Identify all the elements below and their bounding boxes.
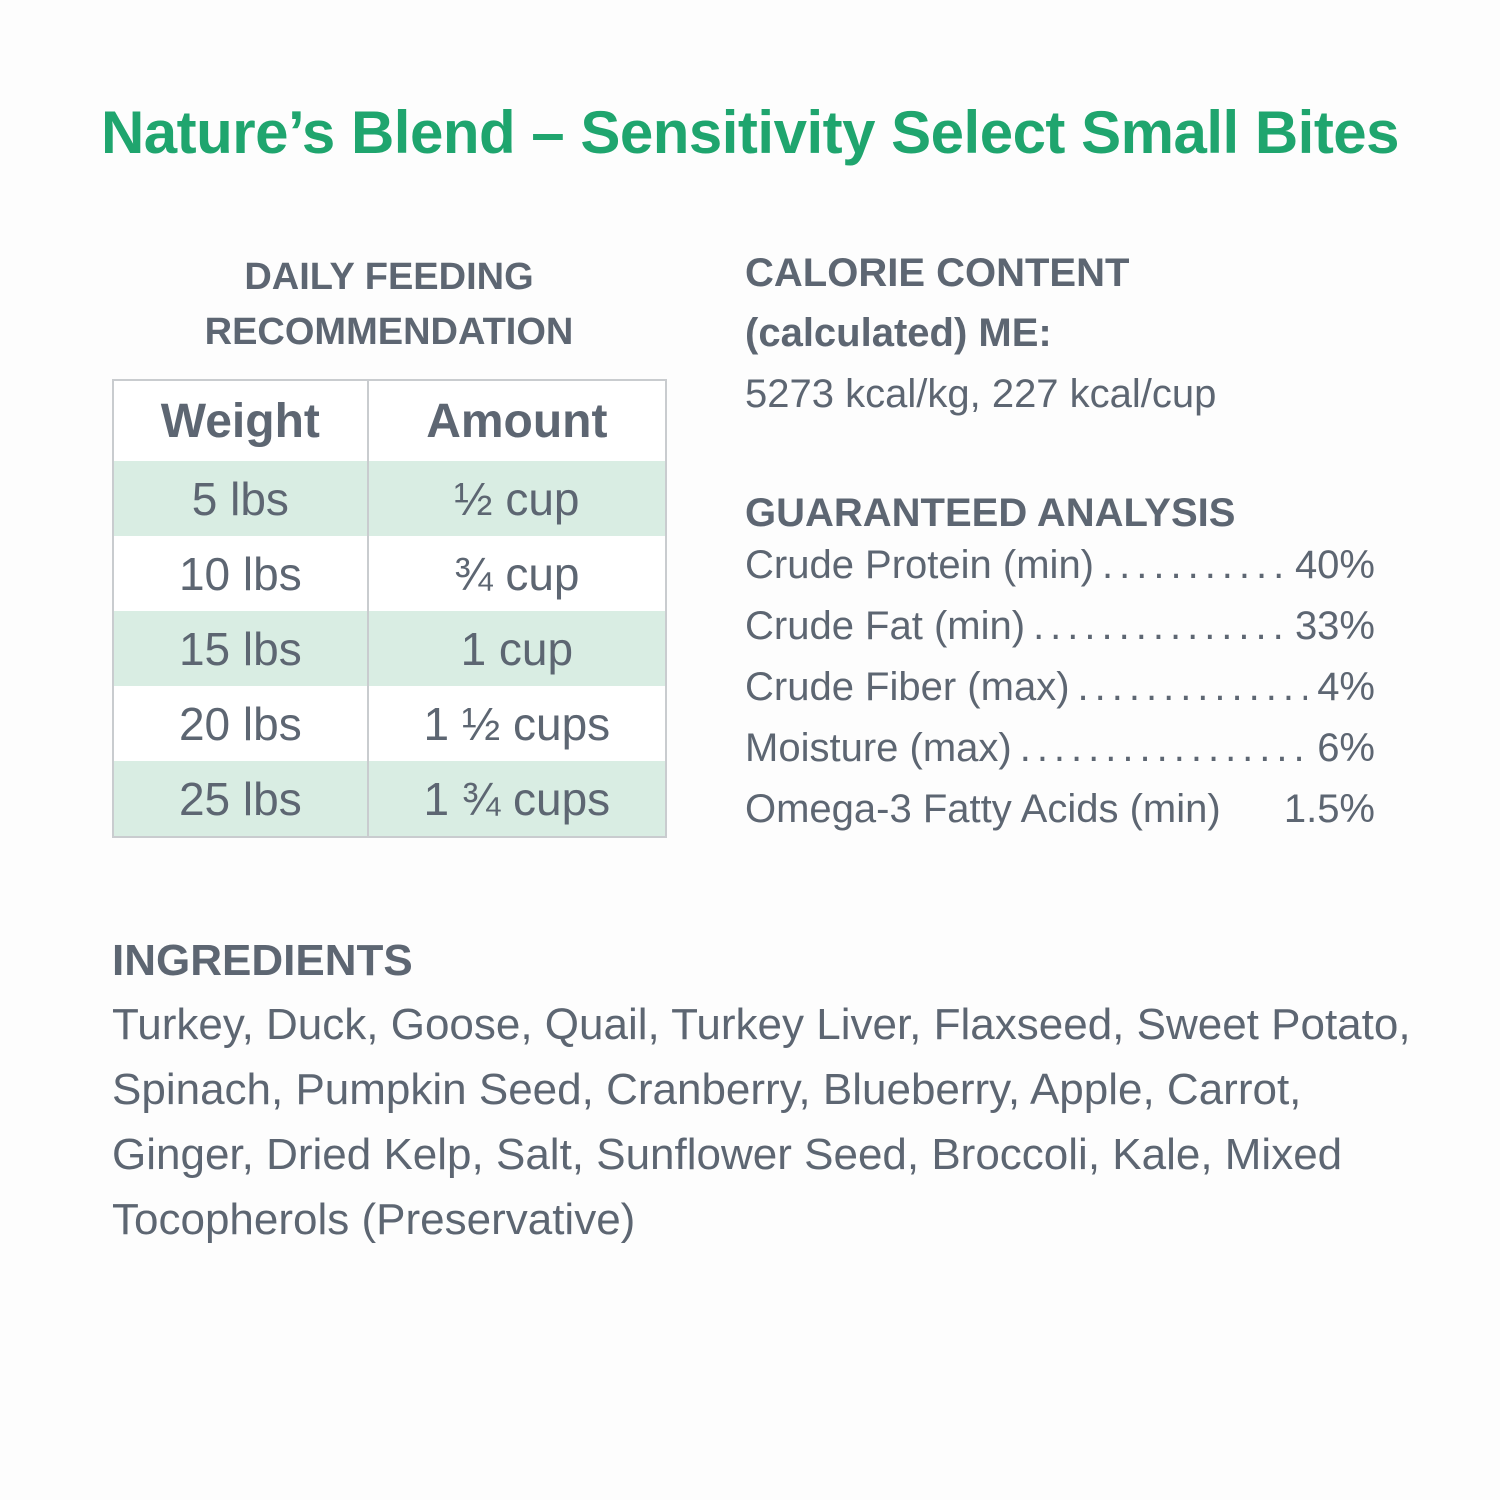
weight-cell: 20 lbs: [113, 686, 368, 761]
analysis-label: Omega-3 Fatty Acids (min): [745, 787, 1221, 831]
analysis-label: Moisture (max): [745, 726, 1012, 770]
table-row: 10 lbs ¾ cup: [113, 536, 666, 611]
analysis-label: Crude Fat (min): [745, 604, 1026, 648]
weight-cell: 25 lbs: [113, 761, 368, 837]
dot-leader: ..........................: [1077, 665, 1308, 709]
column-header-amount: Amount: [366, 380, 666, 461]
analysis-value: 40%: [1294, 543, 1375, 587]
ingredients-section: INGREDIENTS Turkey, Duck, Goose, Quail, …: [112, 930, 1412, 1252]
weight-cell: 10 lbs: [113, 536, 368, 611]
feeding-heading: DAILY FEEDING RECOMMENDATION: [112, 250, 666, 360]
dot-leader: ..........................: [1033, 604, 1285, 648]
analysis-value: 1.5%: [1283, 787, 1375, 831]
amount-cell: ½ cup: [366, 461, 666, 536]
analysis-value: 6%: [1317, 726, 1375, 770]
calorie-heading-line2: (calculated) ME:: [745, 311, 1052, 355]
analysis-value: 33%: [1294, 604, 1375, 648]
calorie-heading-line1: CALORIE CONTENT: [745, 251, 1130, 295]
amount-cell: 1 cup: [366, 611, 666, 686]
analysis-label: Crude Protein (min): [745, 543, 1095, 587]
table-row: 25 lbs 1 ¾ cups: [113, 761, 666, 837]
analysis-heading: GUARANTEED ANALYSIS: [745, 491, 1236, 535]
amount-cell: 1 ¾ cups: [366, 761, 666, 837]
analysis-row: Omega-3 Fatty Acids (min) . 1.5%: [745, 787, 1375, 848]
feeding-table: Weight Amount 5 lbs ½ cup 10 lbs ¾ cup 1…: [112, 379, 667, 838]
table-row: 5 lbs ½ cup: [113, 461, 666, 536]
analysis-row: Crude Protein (min) ....................…: [745, 543, 1375, 604]
dot-leader: ..........................: [1102, 543, 1285, 587]
ingredients-list: Turkey, Duck, Goose, Quail, Turkey Liver…: [112, 1000, 1411, 1244]
calorie-value: 5273 kcal/kg, 227 kcal/cup: [745, 372, 1217, 416]
table-row: 20 lbs 1 ½ cups: [113, 686, 666, 761]
dot-leader: ..........................: [1019, 726, 1307, 770]
feeding-heading-line2: RECOMMENDATION: [204, 311, 574, 353]
feeding-heading-line1: DAILY FEEDING: [244, 256, 534, 298]
analysis-label: Crude Fiber (max): [745, 665, 1070, 709]
analysis-row: Crude Fiber (max) ......................…: [745, 665, 1375, 726]
analysis-row: Crude Fat (min) ........................…: [745, 604, 1375, 665]
table-row: 15 lbs 1 cup: [113, 611, 666, 686]
weight-cell: 5 lbs: [113, 461, 368, 536]
analysis-row: Moisture (max) .........................…: [745, 726, 1375, 787]
ingredients-heading: INGREDIENTS: [112, 936, 413, 985]
weight-cell: 15 lbs: [113, 611, 368, 686]
analysis-value: 4%: [1317, 665, 1375, 709]
calorie-section: CALORIE CONTENT (calculated) ME: 5273 kc…: [745, 243, 1445, 425]
page-title: Nature’s Blend – Sensitivity Select Smal…: [100, 99, 1400, 166]
column-header-weight: Weight: [113, 380, 368, 461]
amount-cell: 1 ½ cups: [366, 686, 666, 761]
feeding-table-header: Weight Amount: [113, 380, 666, 461]
amount-cell: ¾ cup: [366, 536, 666, 611]
guaranteed-analysis-section: GUARANTEED ANALYSIS Crude Protein (min) …: [745, 483, 1375, 848]
